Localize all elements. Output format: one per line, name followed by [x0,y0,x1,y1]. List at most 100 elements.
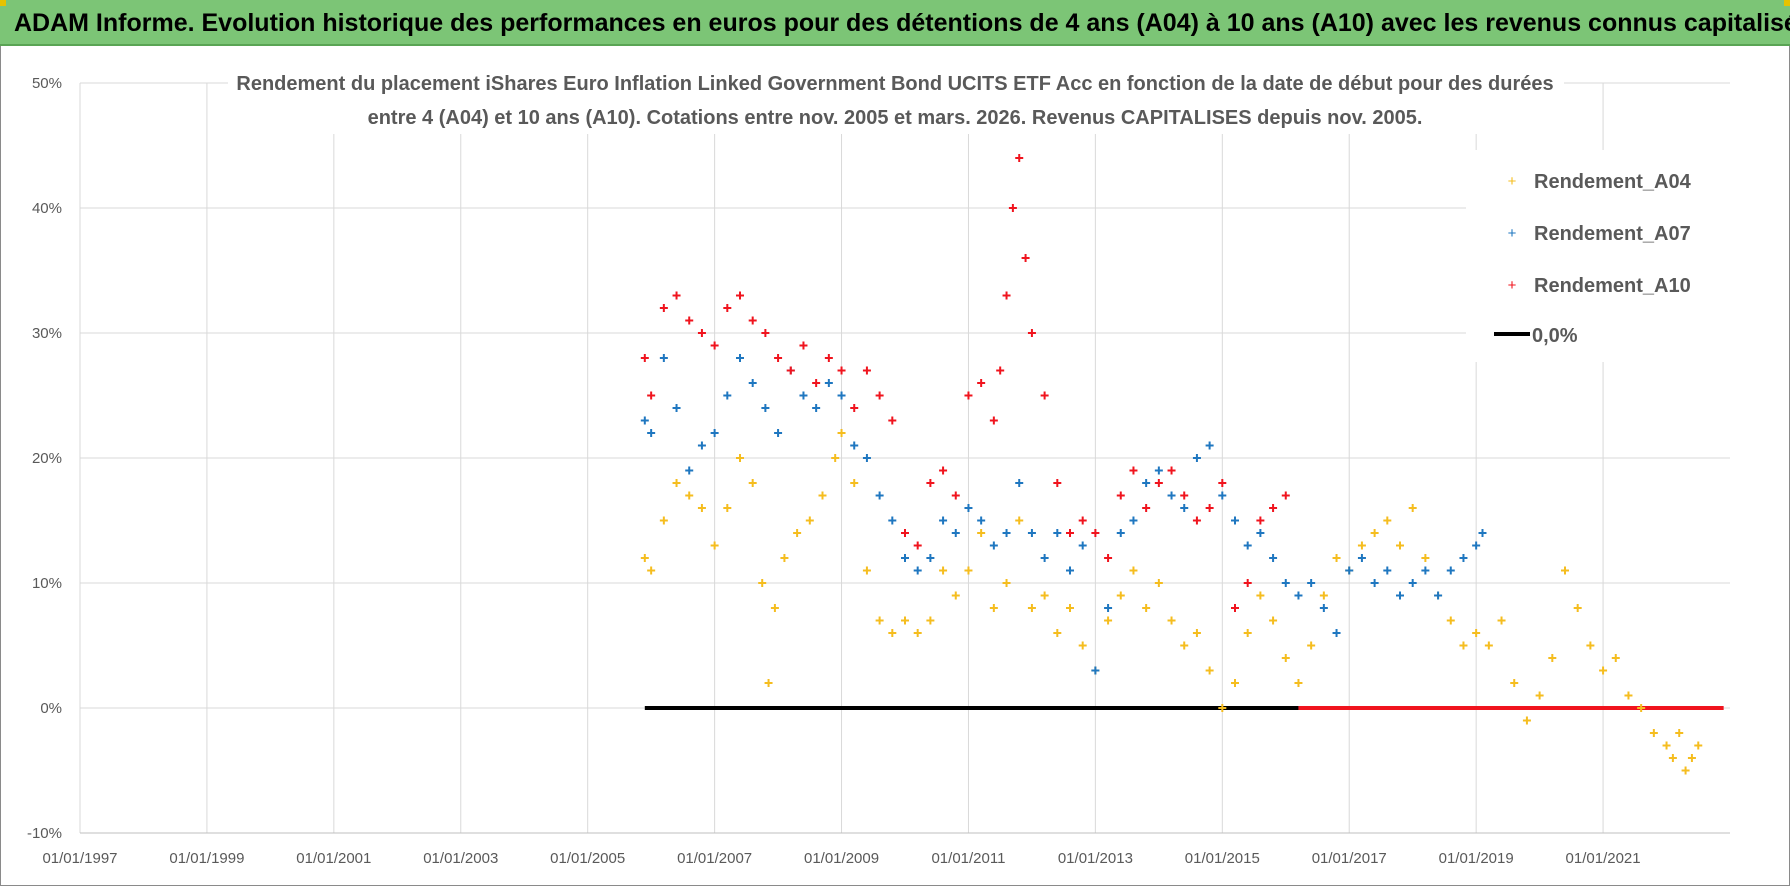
point-a10 [659,304,668,312]
point-a04 [913,629,922,637]
point-a07 [939,516,948,525]
x-tick-label: 01/01/2011 [931,850,1005,867]
point-a04 [1319,591,1328,600]
point-a04 [1357,541,1366,550]
point-a04 [770,604,779,612]
point-a04 [1662,741,1671,750]
point-a04 [659,516,668,525]
legend-label-a10: Rendement_A10 [1534,275,1691,297]
point-a07 [697,441,706,450]
point-a04 [1687,754,1696,762]
point-a07 [1357,554,1366,562]
point-a04 [888,629,897,637]
chart-title-bg [228,64,1564,134]
point-a10 [1078,516,1087,525]
point-a04 [1383,516,1392,525]
point-a04 [831,454,840,462]
series-rendement_a04 [640,429,1703,775]
series-rendement_a10 [640,154,1290,612]
legend-marker-a04: + [1508,173,1517,190]
point-a07 [1446,566,1455,575]
point-a04 [710,541,719,550]
point-a04 [1370,529,1379,537]
point-a07 [1459,554,1468,562]
point-a10 [647,391,656,400]
legend-marker-a07: + [1508,225,1517,242]
point-a07 [901,554,909,562]
point-a07 [672,404,681,412]
point-a04 [818,491,827,500]
point-a07 [1192,454,1201,462]
point-a07 [1345,566,1354,575]
x-tick-label: 01/01/2017 [1312,850,1387,867]
point-a07 [1307,579,1316,587]
point-a10 [1243,579,1252,587]
point-a04 [1294,679,1303,687]
point-a07 [1066,566,1074,575]
point-a04 [1154,579,1163,587]
point-a04 [1637,704,1646,712]
x-tick-label: 01/01/2003 [423,850,498,867]
point-a10 [1154,479,1163,487]
point-a04 [1066,604,1074,612]
point-a10 [1269,504,1278,512]
point-a07 [748,379,757,387]
point-a10 [1167,466,1176,475]
point-a04 [1548,654,1557,662]
point-a10 [824,354,833,362]
y-tick-label: 10% [32,575,62,592]
point-a04 [1015,516,1024,525]
point-a04 [1167,616,1176,625]
point-a04 [1269,616,1278,625]
point-a10 [672,291,681,300]
point-a04 [850,479,859,487]
point-a04 [1681,766,1690,775]
x-tick-label: 01/01/2007 [677,850,752,867]
point-a04 [1522,716,1531,725]
point-a04 [1218,704,1227,712]
legend-box [1466,150,1730,362]
point-a04 [1332,554,1341,562]
point-a07 [1294,591,1303,600]
point-a04 [1129,566,1138,575]
point-a04 [1668,754,1677,762]
point-a10 [1091,529,1100,537]
point-a07 [1243,541,1252,550]
point-a07 [1002,529,1011,537]
point-a04 [901,616,909,625]
point-a04 [1116,591,1125,600]
point-a07 [1205,441,1214,450]
y-tick-label: 50% [32,75,62,92]
point-a04 [1421,554,1430,562]
point-a10 [786,366,795,375]
y-tick-label: 20% [32,450,62,467]
point-a10 [748,316,757,325]
point-a10 [1021,254,1030,262]
point-a07 [913,566,922,575]
point-a10 [1129,466,1138,475]
point-a07 [1383,566,1392,575]
point-a07 [640,416,649,425]
point-a04 [1002,579,1011,587]
point-a10 [640,354,649,362]
point-a04 [926,616,935,625]
point-a07 [1104,604,1113,612]
point-a07 [647,429,656,437]
point-a07 [1167,491,1176,500]
point-a10 [1008,204,1017,212]
point-a10 [862,366,871,375]
point-a04 [1649,729,1658,737]
point-a04 [862,566,871,575]
point-a07 [1332,629,1341,637]
point-a04 [951,591,960,600]
x-tick-label: 01/01/2001 [296,850,371,867]
point-a07 [685,466,694,475]
point-a10 [774,354,783,362]
point-a10 [837,366,846,375]
y-tick-label: 40% [32,200,62,217]
point-a07 [1180,504,1189,512]
x-axis-ticks: 01/01/1997 01/01/1999 01/01/2001 01/01/2003… [42,850,1640,867]
point-a10 [736,291,744,300]
point-a07 [1281,579,1290,587]
